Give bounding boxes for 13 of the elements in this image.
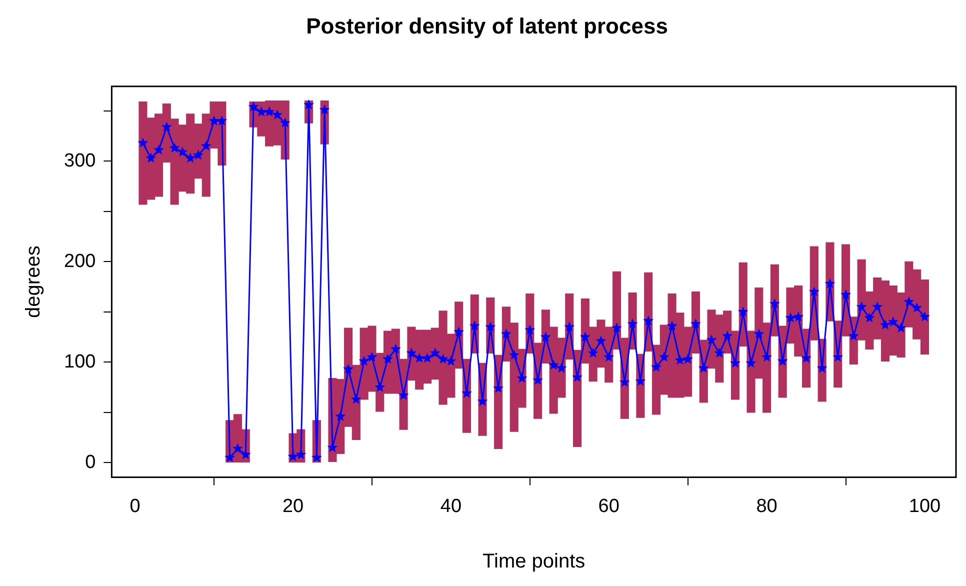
x-tick-label: 60 [598,496,620,517]
y-tick-label: 100 [64,351,96,372]
x-tick-label: 20 [282,496,304,517]
y-tick-label: 200 [64,250,96,272]
x-tick-label: 80 [756,496,778,517]
y-tick-label: 0 [85,452,96,473]
chart-title: Posterior density of latent process [306,13,668,38]
y-tick-label: 300 [64,150,96,172]
x-tick-label: 0 [130,496,140,517]
x-axis-title: Time points [482,550,586,573]
x-tick-label: 100 [908,496,941,517]
x-tick-label: 40 [440,496,462,517]
y-axis-title: degrees [22,246,45,318]
